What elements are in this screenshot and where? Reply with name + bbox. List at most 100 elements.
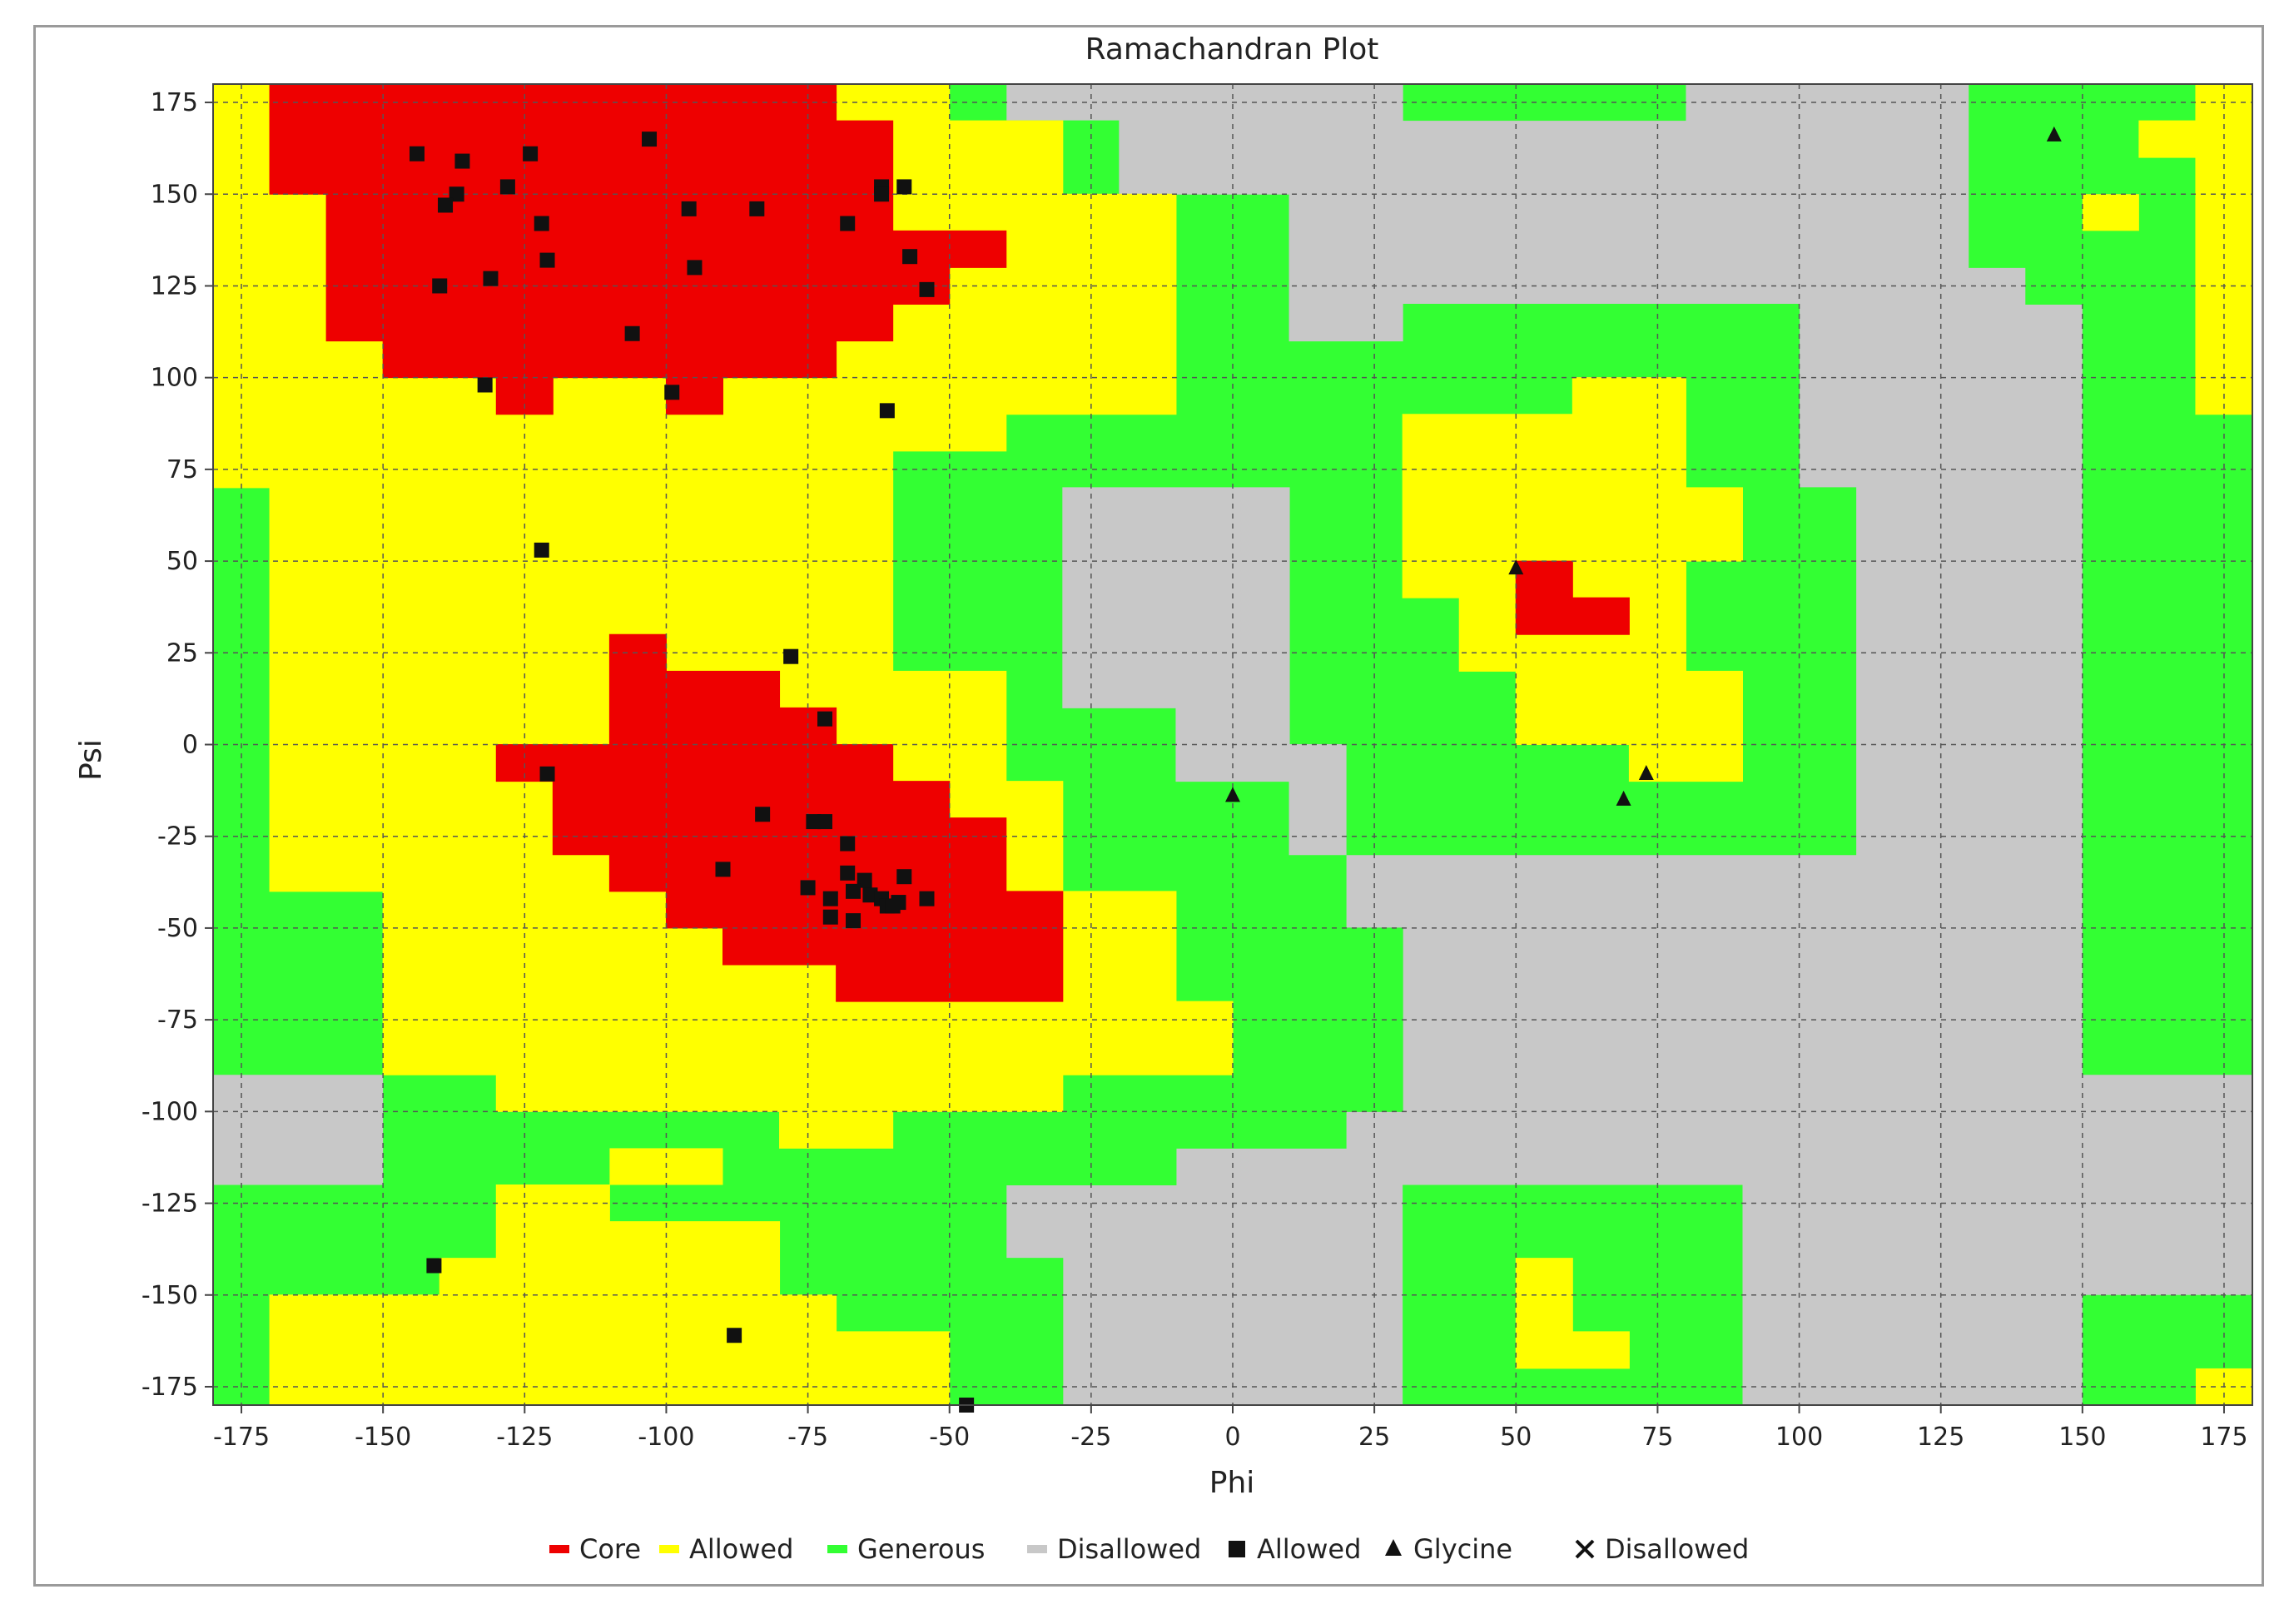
legend-swatch [827, 1545, 847, 1553]
x-tick-label: -125 [496, 1423, 553, 1452]
y-tick-label: -100 [142, 1097, 198, 1126]
x-tick-label: -75 [787, 1423, 828, 1452]
allowed-point [727, 1328, 742, 1343]
y-tick-label: 175 [151, 88, 198, 117]
allowed-point [438, 197, 454, 213]
allowed-point [539, 252, 555, 268]
y-tick-label: 25 [166, 638, 198, 668]
legend-label: Glycine [1413, 1533, 1512, 1565]
allowed-point [891, 895, 906, 911]
allowed-point [862, 887, 878, 903]
allowed-point [664, 385, 680, 400]
x-tick-label: 175 [2200, 1423, 2247, 1452]
chart-frame: -175 -150 -125 -100 -75 -50 -25 0 25 50 75 100 125 15… [33, 25, 2264, 1587]
x-tick-label: -25 [1070, 1423, 1111, 1452]
legend-item: Allowed [1229, 1533, 1361, 1565]
allowed-point [755, 807, 771, 822]
grid-lines [213, 84, 2252, 1405]
x-tick-label: 150 [2058, 1423, 2106, 1452]
allowed-point [846, 883, 861, 899]
legend-swatch [1027, 1545, 1047, 1553]
y-tick-label: -175 [142, 1373, 198, 1402]
allowed-point [840, 836, 856, 852]
allowed-point [642, 132, 658, 147]
y-tick-label: 0 [182, 731, 198, 760]
allowed-island-top-right [2082, 194, 2139, 231]
legend-item: Disallowed [1575, 1533, 1749, 1565]
y-tick-label: -50 [157, 914, 198, 943]
allowed-point [896, 869, 912, 885]
y-tick-label: -150 [142, 1281, 198, 1310]
y-tick-label: 50 [166, 547, 198, 576]
legend-item: Core [549, 1533, 641, 1565]
allowed-point [499, 179, 515, 195]
allowed-point [454, 153, 470, 169]
x-tick-label: 0 [1224, 1423, 1240, 1452]
allowed-point [846, 913, 861, 929]
y-tick-label: 100 [151, 364, 198, 393]
allowed-point [896, 179, 912, 195]
allowed-point [426, 1258, 442, 1274]
allowed-point [449, 186, 464, 202]
allowed-point [715, 862, 731, 877]
x-tick-label: -175 [213, 1423, 270, 1452]
allowed-point [483, 271, 499, 286]
x-tick-label: 25 [1358, 1423, 1390, 1452]
allowed-point [822, 909, 838, 925]
glycine-point [1638, 764, 1654, 780]
y-axis-label: Psi [74, 739, 108, 781]
glycine-point [1616, 790, 1631, 806]
x-tick-label: 75 [1641, 1423, 1673, 1452]
allowed-point [919, 281, 935, 297]
y-tick-label: -75 [157, 1006, 198, 1035]
y-tick-label: -25 [157, 822, 198, 852]
allowed-point [624, 325, 640, 341]
y-tick-label: 125 [151, 271, 198, 300]
allowed-point [806, 814, 822, 830]
disallowed-hole-center [1062, 487, 1347, 856]
legend-marker [1229, 1541, 1245, 1557]
allowed-point [410, 146, 425, 161]
allowed-point [783, 648, 799, 664]
ramachandran-plot: -175 -150 -125 -100 -75 -50 -25 0 25 50 75 100 125 15… [74, 32, 2253, 1565]
allowed-point [840, 216, 856, 231]
data-points [410, 126, 2062, 1413]
allowed-point [857, 872, 872, 888]
axes: -175 -150 -125 -100 -75 -50 -25 0 25 50 75 100 125 15… [142, 83, 2253, 1452]
allowed-point [477, 377, 493, 393]
allowed-region-bottom-mid [1515, 1258, 1630, 1369]
legend-item: Generous [827, 1533, 985, 1565]
y-tick-label: 150 [151, 180, 198, 209]
allowed-point [879, 403, 895, 419]
allowed-point [539, 766, 555, 782]
allowed-point [919, 891, 935, 906]
allowed-point [534, 542, 549, 558]
legend-item: Allowed [659, 1533, 793, 1565]
chart-title: Ramachandran Plot [1085, 32, 1379, 67]
allowed-point [687, 260, 703, 276]
allowed-point [874, 186, 890, 202]
glycine-point [1508, 559, 1524, 575]
allowed-point [681, 201, 697, 216]
allowed-point [749, 201, 765, 216]
allowed-point [432, 278, 448, 294]
x-axis-label: Phi [1209, 1466, 1255, 1500]
allowed-point [523, 146, 539, 161]
x-tick-label: -150 [355, 1423, 411, 1452]
x-tick-label: -50 [929, 1423, 970, 1452]
glycine-point [2046, 126, 2062, 142]
core-region-alpha [495, 633, 1064, 1002]
y-tick-label: -125 [142, 1189, 198, 1219]
allowed-point [817, 711, 832, 727]
allowed-point [902, 249, 918, 265]
x-tick-label: 100 [1775, 1423, 1823, 1452]
legend: Core Allowed Generous Disallowed Allowed Glyc… [549, 1533, 1749, 1565]
legend-label: Core [579, 1533, 641, 1565]
allowed-point [817, 814, 832, 830]
x-tick-label: -100 [638, 1423, 694, 1452]
legend-label: Disallowed [1605, 1533, 1749, 1565]
legend-label: Allowed [689, 1533, 793, 1565]
legend-marker [1575, 1539, 1595, 1559]
y-tick-label: 75 [166, 455, 198, 484]
x-tick-label: 50 [1500, 1423, 1532, 1452]
